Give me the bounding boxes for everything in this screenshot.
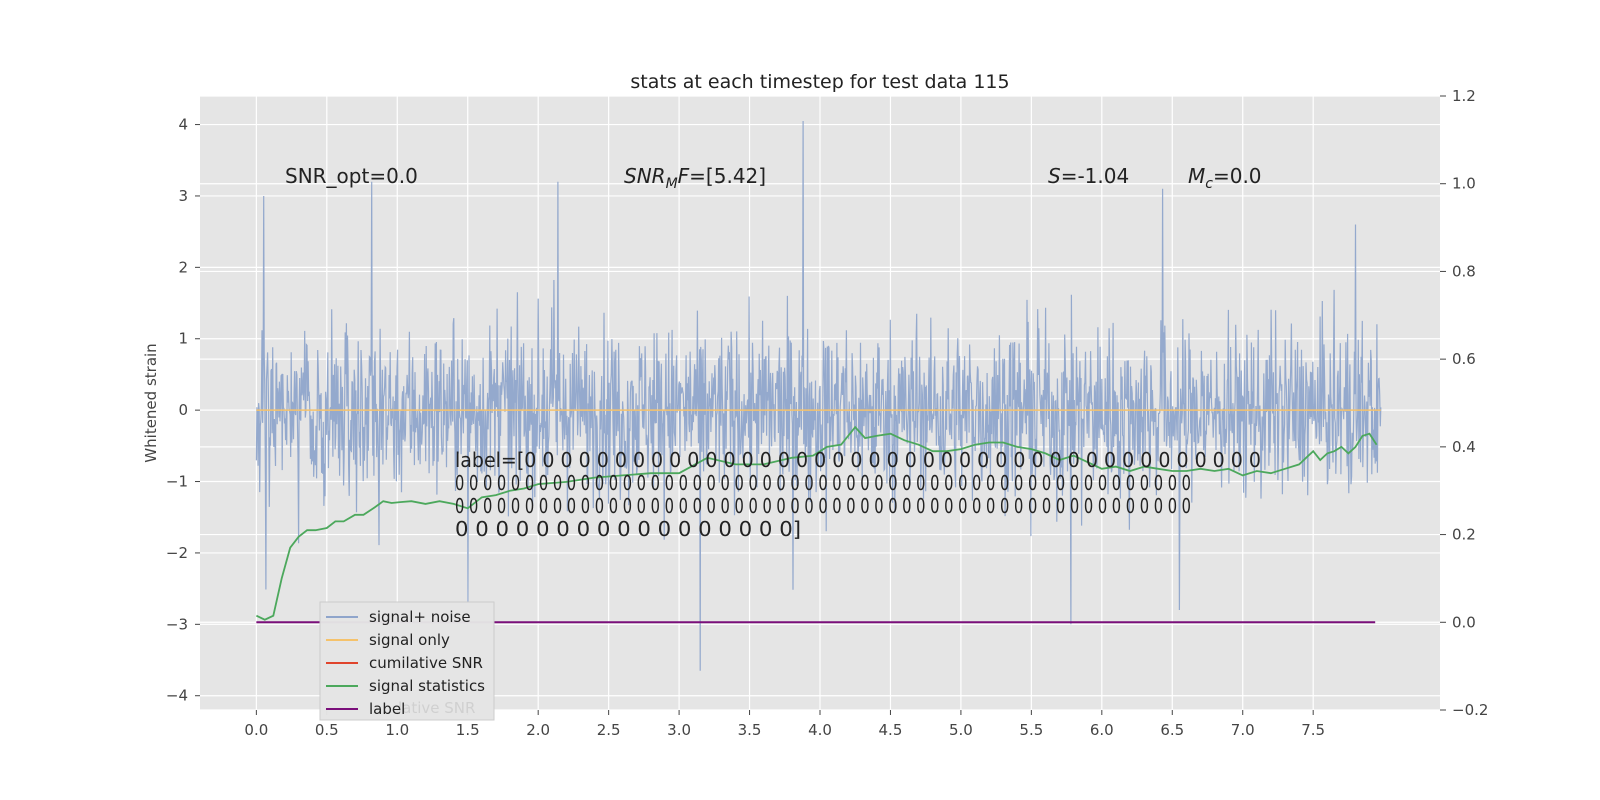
y-right-tick-label: −0.2 [1452, 701, 1488, 719]
x-axis-ticks: 0.0 0.5 1.0 1.5 2.0 2.5 3.0 3.5 4.0 4.5 5.0 5.5 6.0 6… [244, 710, 1325, 739]
label-array-line: 0 0 0 0 0 0 0 0 0 0 0 0 0 0 0 0 0] [455, 517, 801, 541]
annotation-snr-opt: SNR_opt=0.0 [285, 164, 418, 188]
x-tick-label: 4.5 [879, 721, 903, 739]
y-tick-label: 0 [178, 401, 188, 419]
legend-entry-signal-noise: signal+ noise [369, 608, 471, 626]
y-right-tick-label: 1.0 [1452, 175, 1476, 193]
x-tick-label: 3.5 [738, 721, 762, 739]
annotation-s: S=-1.04 [1048, 164, 1129, 188]
label-array-text: label=[0 0 0 0 0 0 0 0 0 0 0 0 0 0 0 0 0… [455, 448, 1261, 541]
y-tick-label: −2 [166, 544, 188, 562]
legend: lative SNR signal+ noise signal only cum… [319, 601, 495, 721]
y-axis-right-ticks: −0.2 0.0 0.2 0.4 0.6 0.8 1.0 1.2 [1440, 87, 1488, 719]
x-tick-label: 7.5 [1301, 721, 1325, 739]
y-right-tick-label: 1.2 [1452, 87, 1476, 105]
x-tick-label: 5.0 [949, 721, 973, 739]
y-tick-label: −3 [166, 615, 188, 633]
legend-entry-label: label [369, 700, 405, 718]
label-array-line: label=[0 0 0 0 0 0 0 0 0 0 0 0 0 0 0 0 0… [455, 448, 1261, 472]
y-tick-label: 1 [178, 330, 188, 348]
y-tick-label: 3 [178, 187, 188, 205]
label-array-line: 0 0 0 0 0 0 0 0 0 0 0 0 0 0 0 0 0 0 0 0 … [455, 471, 1191, 495]
x-tick-label: 4.0 [808, 721, 832, 739]
chart-title: stats at each timestep for test data 115 [630, 71, 1009, 93]
x-tick-label: 0.5 [315, 721, 339, 739]
y-tick-label: 2 [178, 258, 188, 276]
annotation-mc: Mc=0.0 [1188, 164, 1262, 192]
legend-box [319, 601, 495, 721]
x-tick-label: 2.0 [526, 721, 550, 739]
x-tick-label: 6.5 [1160, 721, 1184, 739]
signal-plus-noise-series [255, 120, 1382, 671]
y-right-tick-label: 0.0 [1452, 613, 1476, 631]
legend-entry-cumulative-snr: cumilative SNR [369, 654, 483, 672]
y-right-tick-label: 0.8 [1452, 262, 1476, 280]
y-tick-label: −1 [166, 473, 188, 491]
signal-plus-noise-line [255, 120, 1382, 671]
y-tick-label: 4 [178, 116, 188, 134]
y-right-tick-label: 0.6 [1452, 350, 1476, 368]
x-tick-label: 0.0 [244, 721, 268, 739]
y-tick-label: −4 [166, 687, 188, 705]
annotation-snr-mf: SNRMF=[5.42] [624, 164, 766, 192]
label-array-line: 0 0 0 0 0 0 0 0 0 0 0 0 0 0 0 0 0 0 0 0 … [455, 494, 1191, 518]
legend-hidden-text: lative SNR [398, 699, 475, 717]
signal-statistics-series [256, 425, 1378, 621]
y-right-tick-label: 0.2 [1452, 526, 1476, 544]
x-tick-label: 1.5 [456, 721, 480, 739]
legend-entry-signal-only: signal only [369, 631, 450, 649]
x-tick-label: 7.0 [1231, 721, 1255, 739]
x-tick-label: 1.0 [385, 721, 409, 739]
x-tick-label: 2.5 [597, 721, 621, 739]
y-axis-label: Whitened strain [142, 343, 160, 462]
y-right-tick-label: 0.4 [1452, 438, 1476, 456]
x-tick-label: 3.0 [667, 721, 691, 739]
y-axis-left-ticks: −4 −3 −2 −1 0 1 2 3 4 [166, 116, 200, 705]
x-tick-label: 5.5 [1019, 721, 1043, 739]
legend-entry-signal-statistics: signal statistics [369, 677, 485, 695]
x-tick-label: 6.0 [1090, 721, 1114, 739]
